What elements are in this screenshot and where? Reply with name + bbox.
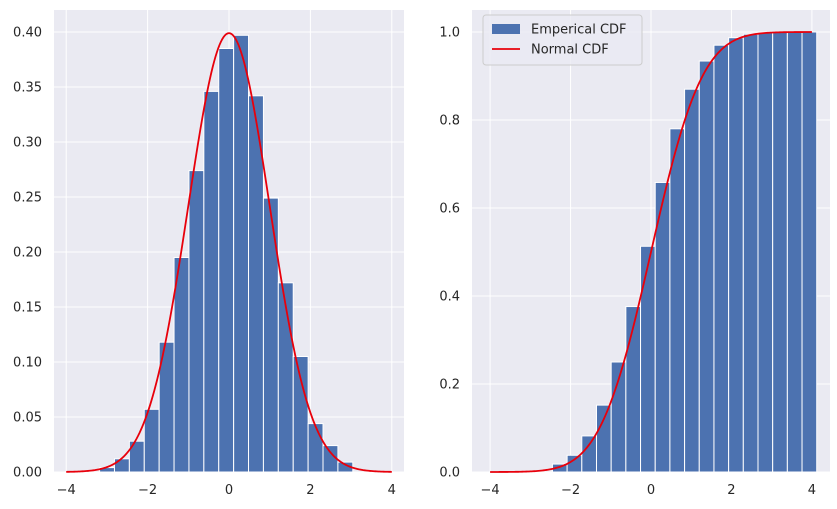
- histogram-bar: [625, 306, 642, 473]
- normal-curve: [490, 31, 812, 473]
- legend-label: Emperical CDF: [531, 23, 627, 38]
- y-tick-label: 0.00: [13, 466, 42, 481]
- y-tick-label: 0.05: [13, 411, 42, 426]
- legend: Emperical CDF Normal CDF: [482, 14, 643, 66]
- x-tick-label: 4: [388, 483, 396, 498]
- histogram-bar: [173, 257, 190, 473]
- legend-label: Normal CDF: [531, 43, 609, 58]
- x-tick-label: −2: [561, 483, 580, 498]
- y-tick-label: 0.8: [439, 114, 460, 129]
- histogram-bar: [203, 90, 220, 473]
- histogram-bar: [728, 37, 744, 473]
- y-tick-label: 0.6: [439, 202, 460, 217]
- histogram-bar: [262, 197, 279, 473]
- histogram-bar: [233, 34, 250, 473]
- left-histogram-pdf-chart: −4 −2 0 2 4 0.00 0.05 0.10 0.15 0.20 0.25 0.30 0.35 0…: [13, 10, 404, 498]
- histogram-bar: [698, 60, 715, 473]
- legend-box: [482, 14, 643, 66]
- histogram-bar: [292, 356, 309, 473]
- histogram-bar: [143, 408, 160, 473]
- x-tick-label: −4: [57, 483, 76, 498]
- x-tick-label: 2: [306, 483, 314, 498]
- y-tick-label: 0.2: [439, 378, 460, 393]
- y-tick-label: 0.20: [13, 246, 42, 261]
- histogram-bar: [742, 33, 759, 473]
- x-tick-label: 0: [647, 483, 655, 498]
- y-tick-label: 1.0: [439, 26, 460, 41]
- x-tick-label: −4: [481, 483, 500, 498]
- histogram-bar: [595, 404, 612, 473]
- x-tick-label: 4: [808, 483, 816, 498]
- y-tick-label: 0.25: [13, 191, 42, 206]
- y-tick-label: 0.40: [13, 26, 42, 41]
- histogram-bar: [669, 128, 686, 473]
- histogram-bar: [684, 88, 700, 473]
- histogram-bar: [188, 170, 205, 473]
- y-tick-label: 0.15: [13, 301, 42, 316]
- right-histogram-cdf-chart: −4 −2 0 2 4 0.0 0.2 0.4 0.6 0.8 1.0 Emperical CDF No…: [439, 10, 830, 498]
- histogram-bar: [801, 31, 818, 473]
- histogram-bar: [218, 48, 235, 473]
- y-tick-label: 0.0: [439, 466, 460, 481]
- histogram-bar: [713, 44, 730, 473]
- histogram-bar: [581, 435, 597, 473]
- y-tick-label: 0.4: [439, 290, 460, 305]
- legend-swatch-patch: [492, 24, 520, 34]
- y-tick-label: 0.30: [13, 136, 42, 151]
- histogram-bar: [757, 32, 774, 473]
- y-tick-label: 0.10: [13, 356, 42, 371]
- y-tick-label: 0.35: [13, 81, 42, 96]
- x-tick-label: 2: [727, 483, 735, 498]
- histogram-bar: [113, 458, 130, 473]
- x-tick-label: 0: [225, 483, 233, 498]
- x-tick-label: −2: [138, 483, 157, 498]
- normal-curve: [66, 32, 392, 473]
- histogram-bar: [772, 31, 788, 473]
- histogram-bar: [786, 31, 803, 473]
- histogram-bar: [640, 245, 656, 473]
- histogram-bar: [307, 423, 324, 473]
